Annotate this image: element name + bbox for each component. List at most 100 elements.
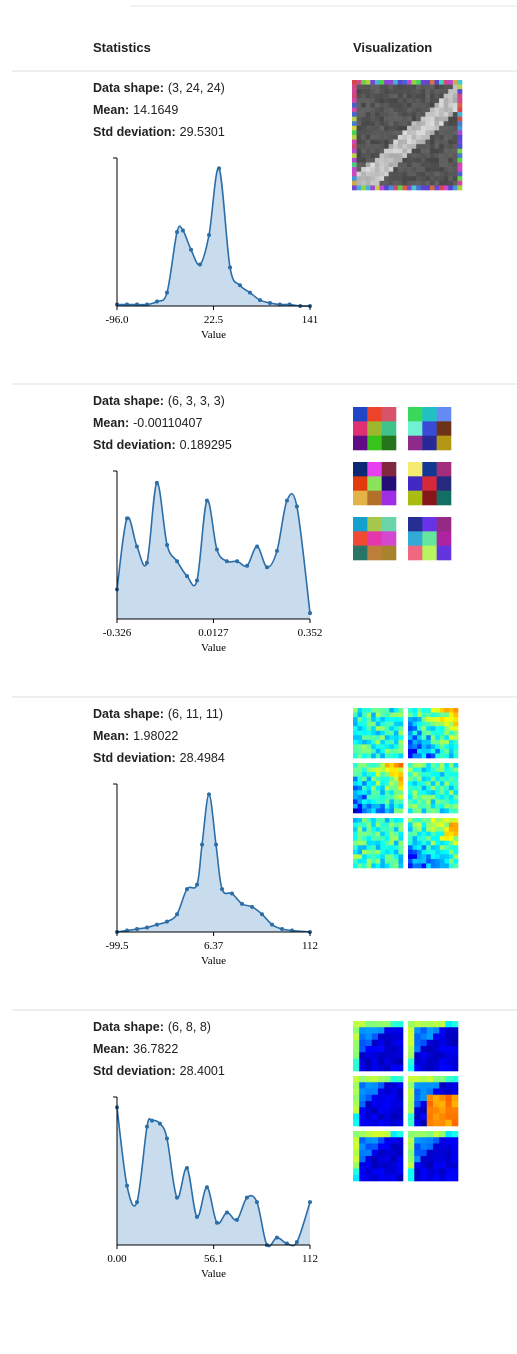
pixel: [426, 854, 431, 859]
pixel: [426, 786, 431, 791]
pixel: [453, 126, 458, 131]
pixel: [439, 1052, 446, 1059]
pixel: [422, 845, 427, 850]
visualization-tile: [352, 80, 462, 190]
pixel: [439, 1169, 446, 1176]
pixel: [426, 818, 431, 823]
pixel: [359, 1107, 366, 1114]
pixel: [367, 491, 382, 506]
pixel: [389, 845, 394, 850]
pixel: [402, 85, 407, 90]
pixel: [384, 1065, 391, 1072]
pixel: [398, 749, 403, 754]
pixel: [444, 112, 449, 117]
pixel: [378, 1150, 385, 1157]
pixel: [380, 167, 385, 172]
pixel: [353, 1137, 360, 1144]
pixel: [366, 172, 371, 177]
pixel: [375, 121, 380, 126]
pixel: [457, 149, 462, 154]
pixel: [359, 1034, 366, 1041]
pixel: [426, 772, 431, 777]
pixel: [371, 763, 376, 768]
pixel: [444, 135, 449, 140]
pixel: [362, 763, 367, 768]
visualization-tile: [408, 1076, 458, 1126]
pixel: [439, 1156, 446, 1163]
pixel: [426, 808, 431, 813]
pixel: [367, 531, 382, 546]
pixel: [421, 117, 426, 122]
pixel: [414, 1040, 421, 1047]
pixel: [385, 808, 390, 813]
pixel: [380, 863, 385, 868]
histogram-point: [175, 230, 179, 234]
pixel: [380, 181, 385, 186]
pixel: [375, 181, 380, 186]
pixel: [408, 777, 413, 782]
pixel: [417, 799, 422, 804]
pixel: [380, 841, 385, 846]
pixel: [352, 126, 357, 131]
pixel: [378, 1175, 385, 1182]
pixel: [408, 1034, 415, 1041]
pixel: [353, 1114, 360, 1121]
pixel: [353, 476, 368, 491]
pixel: [427, 1021, 434, 1028]
x-axis-label: Value: [201, 329, 226, 341]
pixel: [422, 777, 427, 782]
histogram-point: [240, 902, 244, 906]
pixel: [449, 726, 454, 731]
pixel: [444, 786, 449, 791]
pixel: [389, 98, 394, 103]
stat-label: Std deviation:: [93, 438, 176, 452]
pixel: [358, 722, 363, 727]
pixel: [385, 744, 390, 749]
pixel: [453, 735, 458, 740]
pixel: [433, 1076, 440, 1083]
pixel: [444, 804, 449, 809]
pixel: [378, 1137, 385, 1144]
pixel: [422, 476, 437, 491]
pixel: [453, 763, 458, 768]
pixel: [433, 1052, 440, 1059]
pixel: [457, 98, 462, 103]
pixel: [393, 94, 398, 99]
pixel: [362, 799, 367, 804]
pixel: [439, 1095, 446, 1102]
pixel: [398, 112, 403, 117]
pixel: [376, 841, 381, 846]
pixel: [414, 1101, 421, 1108]
x-axis-label: Value: [201, 955, 226, 967]
pixel: [444, 181, 449, 186]
pixel: [413, 726, 418, 731]
pixel: [361, 149, 366, 154]
pixel: [359, 1169, 366, 1176]
pixel: [435, 808, 440, 813]
pixel: [353, 407, 368, 422]
pixel: [398, 735, 403, 740]
pixel: [359, 1156, 366, 1163]
pixel: [352, 163, 357, 168]
pixel: [376, 786, 381, 791]
pixel: [358, 818, 363, 823]
pixel: [380, 799, 385, 804]
pixel: [407, 112, 412, 117]
column-header: Visualization: [353, 40, 432, 55]
pixel: [421, 135, 426, 140]
pixel: [370, 149, 375, 154]
pixel: [435, 726, 440, 731]
pixel: [414, 1046, 421, 1053]
pixel: [457, 140, 462, 145]
pixel: [353, 854, 358, 859]
pixel: [457, 108, 462, 113]
pixel: [452, 1065, 459, 1072]
histogram-point: [225, 559, 229, 563]
pixel: [370, 158, 375, 163]
pixel: [440, 722, 445, 727]
pixel: [413, 850, 418, 855]
pixel: [413, 832, 418, 837]
pixel: [416, 135, 421, 140]
pixel: [366, 149, 371, 154]
pixel: [385, 749, 390, 754]
